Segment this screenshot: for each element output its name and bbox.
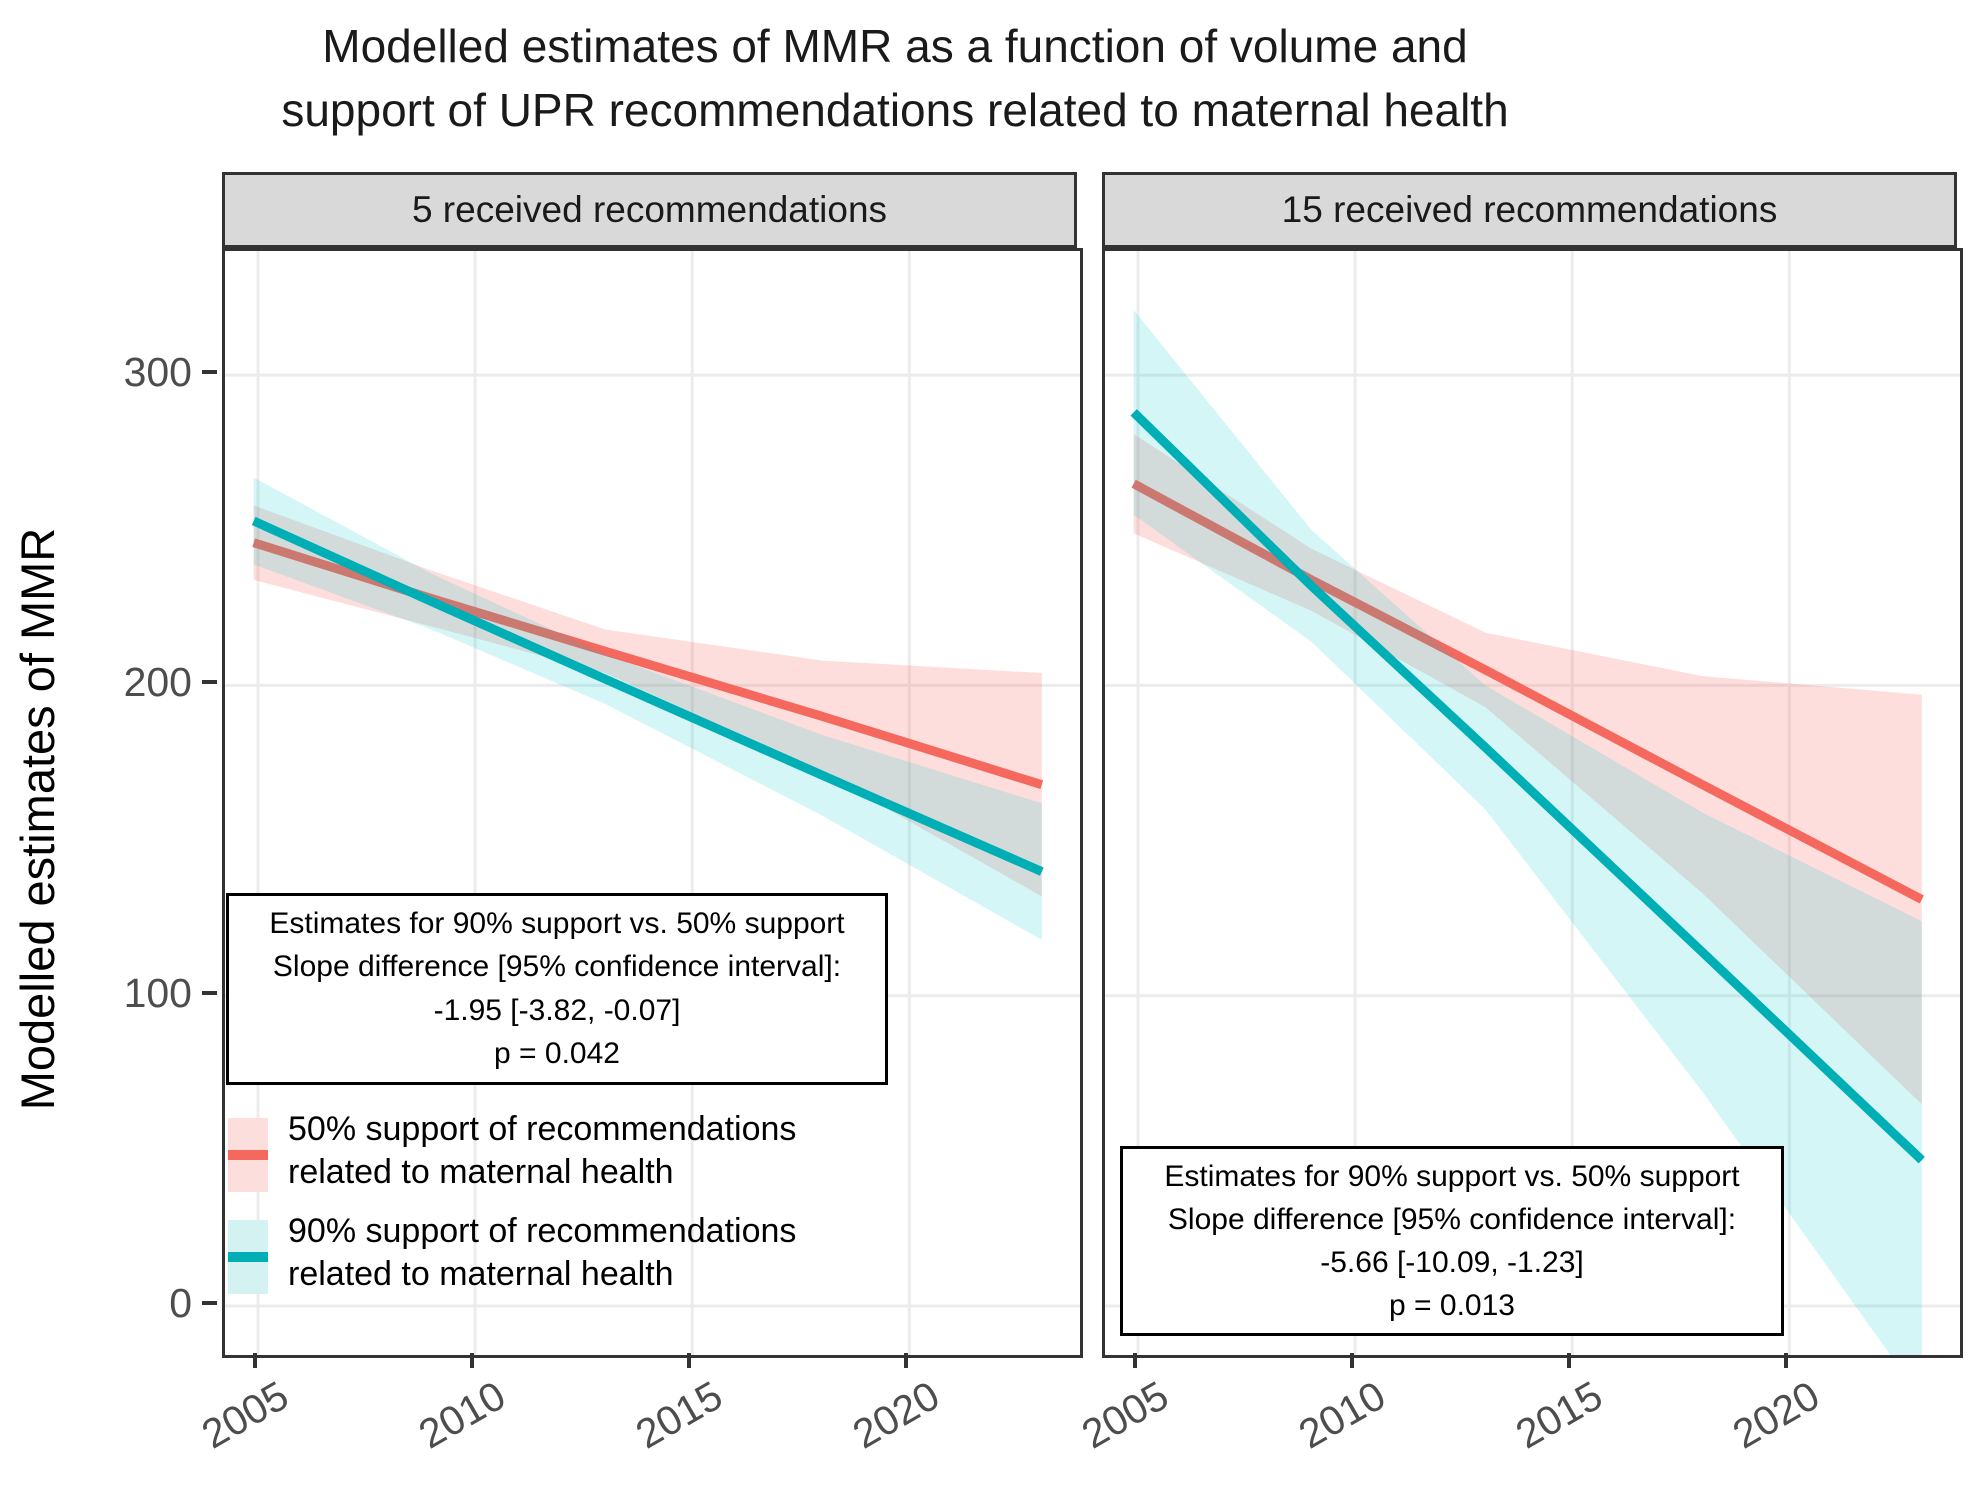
y-tick-label-300: 300: [123, 349, 192, 396]
legend-label-50pct-line1: 50% support of recommendations: [288, 1110, 797, 1148]
legend-label-90pct: 90% support of recommendations related t…: [288, 1210, 796, 1296]
x-tick-label-0-2005: 2005: [194, 1372, 296, 1458]
x-tick-mark-0-2010: [470, 1353, 475, 1368]
legend-keyline-90pct: [228, 1252, 268, 1262]
legend-swatch-50pct: [228, 1118, 268, 1192]
legend-keyline-50pct: [228, 1150, 268, 1160]
x-tick-mark-1-2015: [1567, 1353, 1572, 1368]
legend-swatch-90pct: [228, 1220, 268, 1294]
x-tick-label-0-2010: 2010: [411, 1372, 514, 1458]
legend-label-90pct-line1: 90% support of recommendations: [288, 1212, 797, 1250]
plot-panel-left: [222, 248, 1083, 1358]
trend-line-50pct: [252, 538, 1044, 789]
y-tick-label-0: 0: [169, 1279, 192, 1326]
x-tick-label-0-2020: 2020: [845, 1372, 948, 1458]
x-tick-mark-0-2020: [904, 1353, 909, 1368]
annotation-right-line2: Slope difference [95% confidence interva…: [1167, 1202, 1737, 1236]
trend-line-90pct: [251, 516, 1044, 876]
x-tick-label-1-2005: 2005: [1074, 1372, 1176, 1458]
x-tick-mark-1-2005: [1133, 1353, 1137, 1368]
annotation-right-line3: -5.66 [-10.09, -1.23]: [1320, 1245, 1584, 1279]
chart-title: Modelled estimates of MMR as a function …: [0, 14, 1790, 142]
y-tick-mark-100: [202, 990, 217, 995]
facet-strip-right-label: 15 received recommendations: [1281, 189, 1778, 230]
y-tick-mark-0: [202, 1300, 217, 1305]
legend-label-90pct-line2: related to maternal health: [288, 1255, 674, 1293]
y-tick-label-100: 100: [123, 969, 192, 1016]
legend-label-50pct-line2: related to maternal health: [288, 1153, 674, 1191]
x-tick-label-1-2015: 2015: [1508, 1372, 1611, 1458]
y-tick-label-200: 200: [123, 659, 192, 706]
annotation-left-line3: -1.95 [-3.82, -0.07]: [433, 993, 681, 1027]
x-tick-label-0-2015: 2015: [628, 1372, 731, 1458]
annotation-box-right: Estimates for 90% support vs. 50% suppor…: [1120, 1146, 1784, 1336]
annotation-left-line2: Slope difference [95% confidence interva…: [272, 950, 842, 984]
annotation-right-line1: Estimates for 90% support vs. 50% suppor…: [1164, 1159, 1740, 1193]
annotation-left-line1: Estimates for 90% support vs. 50% suppor…: [269, 906, 845, 940]
x-tick-mark-1-2010: [1350, 1353, 1355, 1368]
y-tick-mark-200: [202, 680, 217, 685]
x-tick-label-1-2020: 2020: [1725, 1372, 1828, 1458]
trend-line-50pct: [1131, 479, 1924, 904]
x-tick-label-1-2010: 2010: [1291, 1372, 1394, 1458]
chart-title-line2: support of UPR recommendations related t…: [281, 84, 1509, 136]
y-axis-title: Modelled estimates of MMR: [11, 527, 64, 1111]
y-tick-mark-300: [202, 370, 217, 375]
ci-ribbon-90pct: [1133, 309, 1922, 1355]
trend-line-90pct: [1130, 409, 1925, 1164]
facet-strip-left: 5 received recommendations: [222, 172, 1077, 248]
ci-ribbon-90pct: [253, 477, 1042, 940]
annotation-left-line4: p = 0.042: [494, 1037, 620, 1071]
facet-strip-left-label: 5 received recommendations: [411, 189, 888, 230]
x-tick-mark-1-2020: [1784, 1353, 1789, 1368]
facet-strip-right: 15 received recommendations: [1102, 172, 1957, 248]
legend-label-50pct: 50% support of recommendations related t…: [288, 1108, 796, 1194]
chart-title-line1: Modelled estimates of MMR as a function …: [322, 20, 1468, 72]
annotation-box-left: Estimates for 90% support vs. 50% suppor…: [226, 893, 888, 1085]
x-tick-mark-0-2015: [687, 1353, 692, 1368]
annotation-right-line4: p = 0.013: [1389, 1288, 1515, 1322]
x-tick-mark-0-2005: [253, 1353, 257, 1368]
